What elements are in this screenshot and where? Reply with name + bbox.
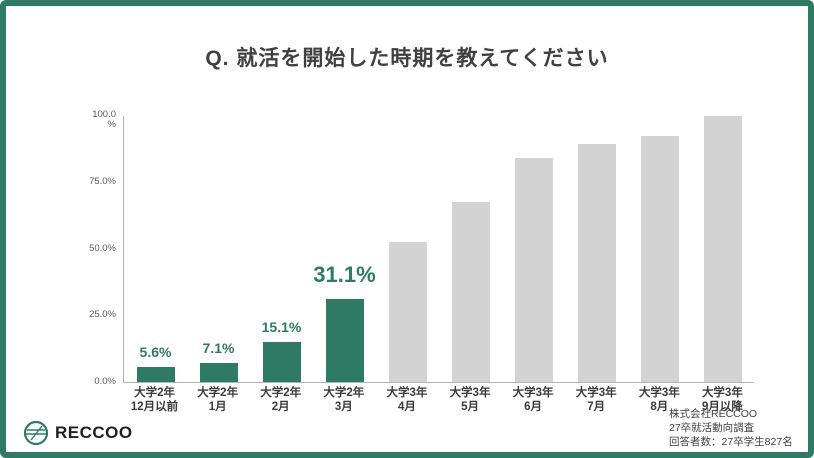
x-axis-labels: 大学2年 12月以前 大学2年 1月 大学2年 2月 大学2年 3月 大学3年 4月 大学… [123, 387, 754, 414]
bar-1 [136, 367, 175, 382]
bar-2 [199, 363, 238, 382]
bar-8 [577, 143, 616, 382]
bar-value-label: 5.6% [139, 344, 172, 361]
bar-slot: 5.6% [124, 116, 187, 382]
y-tick-label: 75.0% [89, 175, 116, 187]
bar-slot: 31.1% [313, 116, 376, 382]
bar-value-label: 31.1% [313, 262, 376, 288]
category-label: 大学3年 7月 [575, 387, 617, 413]
bar-3 [262, 341, 301, 382]
bar-6 [451, 201, 490, 382]
bar-slot [691, 116, 754, 382]
bar-slot [628, 116, 691, 382]
category-label: 大学2年 1月 [197, 387, 239, 413]
bar-slot [502, 116, 565, 382]
source-line-company: 株式会社RECCOO [669, 408, 758, 420]
plot-area: 5.6% 7.1% 15.1% 31.1% [123, 116, 754, 383]
bar-4 [325, 299, 364, 382]
reccoo-logo: RECCOO [23, 420, 133, 446]
category-label: 大学3年 6月 [512, 387, 554, 413]
bar-5 [388, 242, 427, 382]
bar-slot [439, 116, 502, 382]
category-label: 大学2年 12月以前 [130, 387, 179, 413]
category-label: 大学2年 2月 [260, 387, 302, 413]
source-info: 株式会社RECCOO 27卒就活動向調査 回答者数：27卒学生827名 [669, 407, 793, 449]
reccoo-logo-icon [23, 420, 49, 446]
reccoo-logo-text: RECCOO [55, 423, 133, 442]
bar-slot [565, 116, 628, 382]
y-tick-label: 0.0% [94, 376, 116, 387]
category-label: 大学2年 3月 [323, 387, 365, 413]
bar-value-label: 15.1% [261, 318, 302, 335]
bar-slot: 7.1% [187, 116, 250, 382]
bar-slot [376, 116, 439, 382]
y-axis: 100.0 % 75.0% 50.0% 25.0% 0.0% [6, 110, 116, 387]
y-tick-label: 25.0% [89, 309, 116, 321]
category-label: 大学3年 4月 [386, 387, 428, 413]
chart-title: Q. 就活を開始した時期を教えてください [205, 47, 609, 70]
category-label: 大学3年 5月 [449, 387, 491, 413]
bar-10 [703, 116, 742, 382]
bar-7 [514, 157, 553, 382]
category-label: 大学3年 9月以降 [701, 387, 743, 413]
bar-slot: 15.1% [250, 116, 313, 382]
source-line-respondents: 回答者数：27卒学生827名 [669, 436, 793, 448]
y-tick-label: 100.0 % [92, 109, 116, 130]
bar-value-label: 7.1% [202, 340, 235, 357]
bar-9 [640, 135, 679, 382]
category-label: 大学3年 8月 [638, 387, 680, 413]
source-line-survey: 27卒就活動向調査 [669, 422, 755, 434]
y-tick-label: 50.0% [89, 242, 116, 254]
